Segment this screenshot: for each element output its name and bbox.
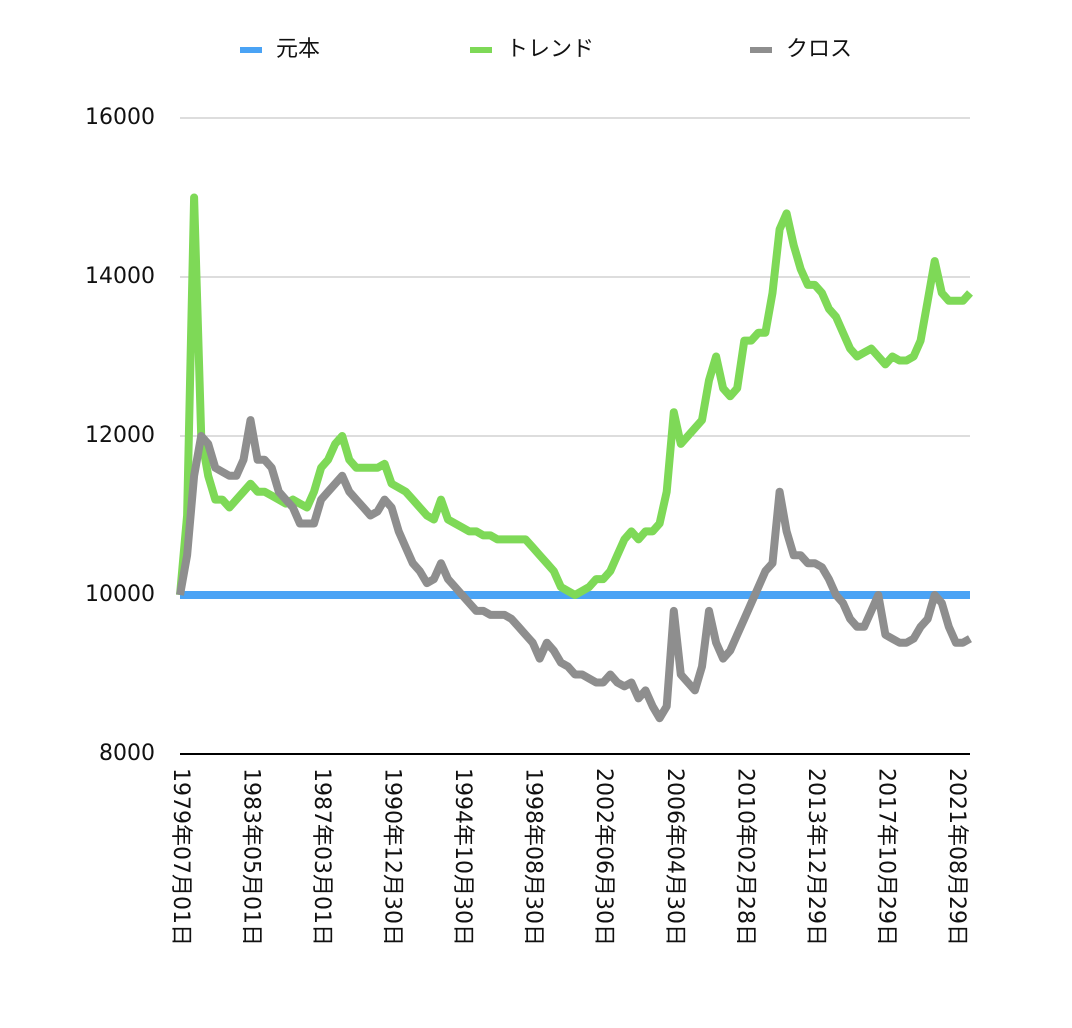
y-tick-label: 8000 <box>99 741 155 766</box>
x-tick-label: 2002年06月30日 <box>591 768 616 946</box>
series-line <box>176 193 973 599</box>
y-tick-label: 10000 <box>85 582 155 607</box>
x-tick-label: 1994年10月30日 <box>450 768 475 946</box>
x-tick-label: 1979年07月01日 <box>168 768 193 946</box>
y-tick-label: 12000 <box>85 423 155 448</box>
x-tick-label: 1983年05月01日 <box>239 768 264 946</box>
series-line <box>176 416 972 723</box>
x-tick-label: 2006年04月30日 <box>662 768 687 946</box>
legend-label: クロス <box>786 37 852 62</box>
x-tick-label: 1987年03月01日 <box>309 768 334 946</box>
legend-label: 元本 <box>276 37 320 62</box>
x-tick-label: 2017年10月29日 <box>873 768 898 946</box>
y-tick-label: 14000 <box>85 264 155 289</box>
x-tick-label: 2021年08月29日 <box>944 768 969 946</box>
y-tick-label: 16000 <box>85 105 155 130</box>
x-tick-label: 1998年08月30日 <box>521 768 546 946</box>
x-tick-label: 2013年12月29日 <box>803 768 828 946</box>
x-tick-label: 1990年12月30日 <box>380 768 405 946</box>
legend-label: トレンド <box>506 37 594 62</box>
x-tick-label: 2010年02月28日 <box>732 768 757 946</box>
